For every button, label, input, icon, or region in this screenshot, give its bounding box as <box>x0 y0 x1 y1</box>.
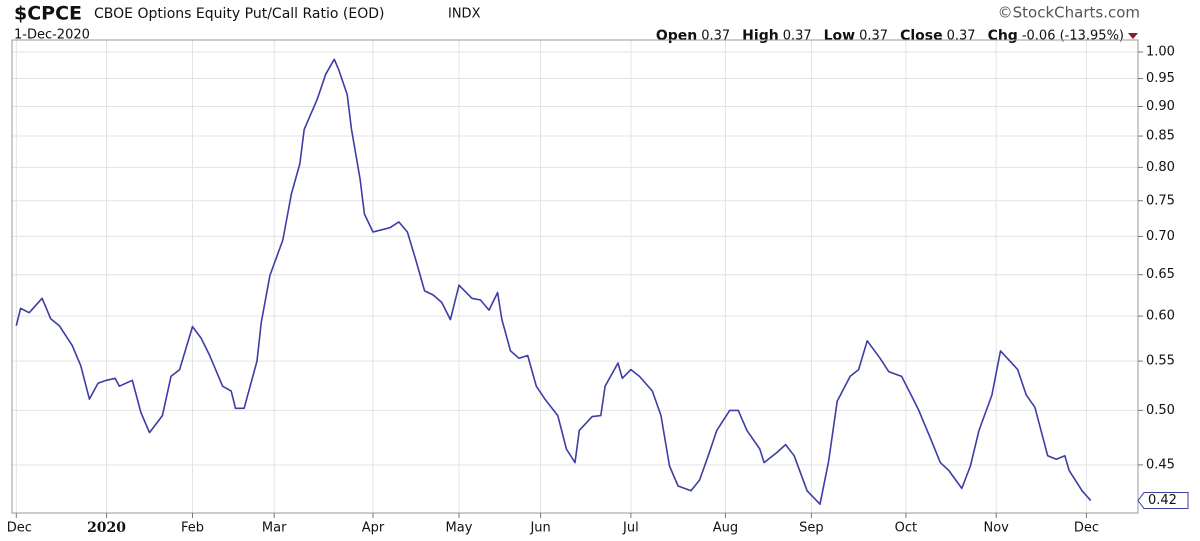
x-tick-label: May <box>446 521 473 536</box>
x-tick-label: Nov <box>983 521 1009 536</box>
y-tick-label: 0.65 <box>1146 267 1175 282</box>
y-tick-label: 0.90 <box>1146 99 1175 114</box>
last-value-label: 0.42 <box>1148 493 1177 508</box>
quote: Open 0.37 High 0.37 Low 0.37 Close 0.37 Chg -0.06… <box>656 28 1124 44</box>
x-tick-label: 2020 <box>87 520 126 536</box>
y-tick-label: 0.70 <box>1146 229 1175 244</box>
y-tick-label: 0.50 <box>1146 403 1175 418</box>
x-tick-label: Apr <box>362 521 385 536</box>
quote-value: -0.06 (-13.95%) <box>1022 29 1124 44</box>
x-tick-label: Dec <box>7 521 32 536</box>
quote-name: Close <box>900 28 943 44</box>
quote-name: Low <box>824 28 856 44</box>
y-tick-label: 0.60 <box>1146 309 1175 324</box>
credit: ©StockCharts.com <box>998 4 1140 22</box>
x-tick-label: Dec <box>1074 521 1099 536</box>
last-value-tag <box>1137 492 1189 510</box>
x-tick-label: Mar <box>262 521 287 536</box>
y-tick-label: 0.80 <box>1146 160 1175 175</box>
plot-frame <box>11 39 1139 514</box>
y-tick-label: 0.85 <box>1146 129 1175 144</box>
y-tick-label: 0.45 <box>1146 457 1175 472</box>
quote-name: Open <box>656 28 697 44</box>
y-tick-label: 1.00 <box>1146 45 1175 60</box>
price-line <box>15 58 1092 505</box>
y-tick-label: 0.55 <box>1146 354 1175 369</box>
y-tick-label: 0.75 <box>1146 193 1175 208</box>
quote-value: 0.37 <box>783 29 812 44</box>
x-tick-label: Jun <box>529 521 550 536</box>
symbol: $CPCE <box>14 3 82 25</box>
x-tick-label: Feb <box>181 521 204 536</box>
y-tick-label: 0.95 <box>1146 71 1175 86</box>
x-tick-label: Sep <box>799 521 824 536</box>
quote-name: Chg <box>988 28 1018 44</box>
quote-value: 0.37 <box>947 29 976 44</box>
x-tick-label: Oct <box>895 521 917 536</box>
x-tick-label: Jul <box>622 521 639 536</box>
quote-name: High <box>742 28 779 44</box>
date: 1-Dec-2020 <box>14 28 90 43</box>
exchange: INDX <box>448 7 481 22</box>
x-tick-label: Aug <box>713 521 738 536</box>
change-arrow <box>1128 33 1138 39</box>
chart-title: CBOE Options Equity Put/Call Ratio (EOD) <box>94 6 384 22</box>
quote-value: 0.37 <box>859 29 888 44</box>
